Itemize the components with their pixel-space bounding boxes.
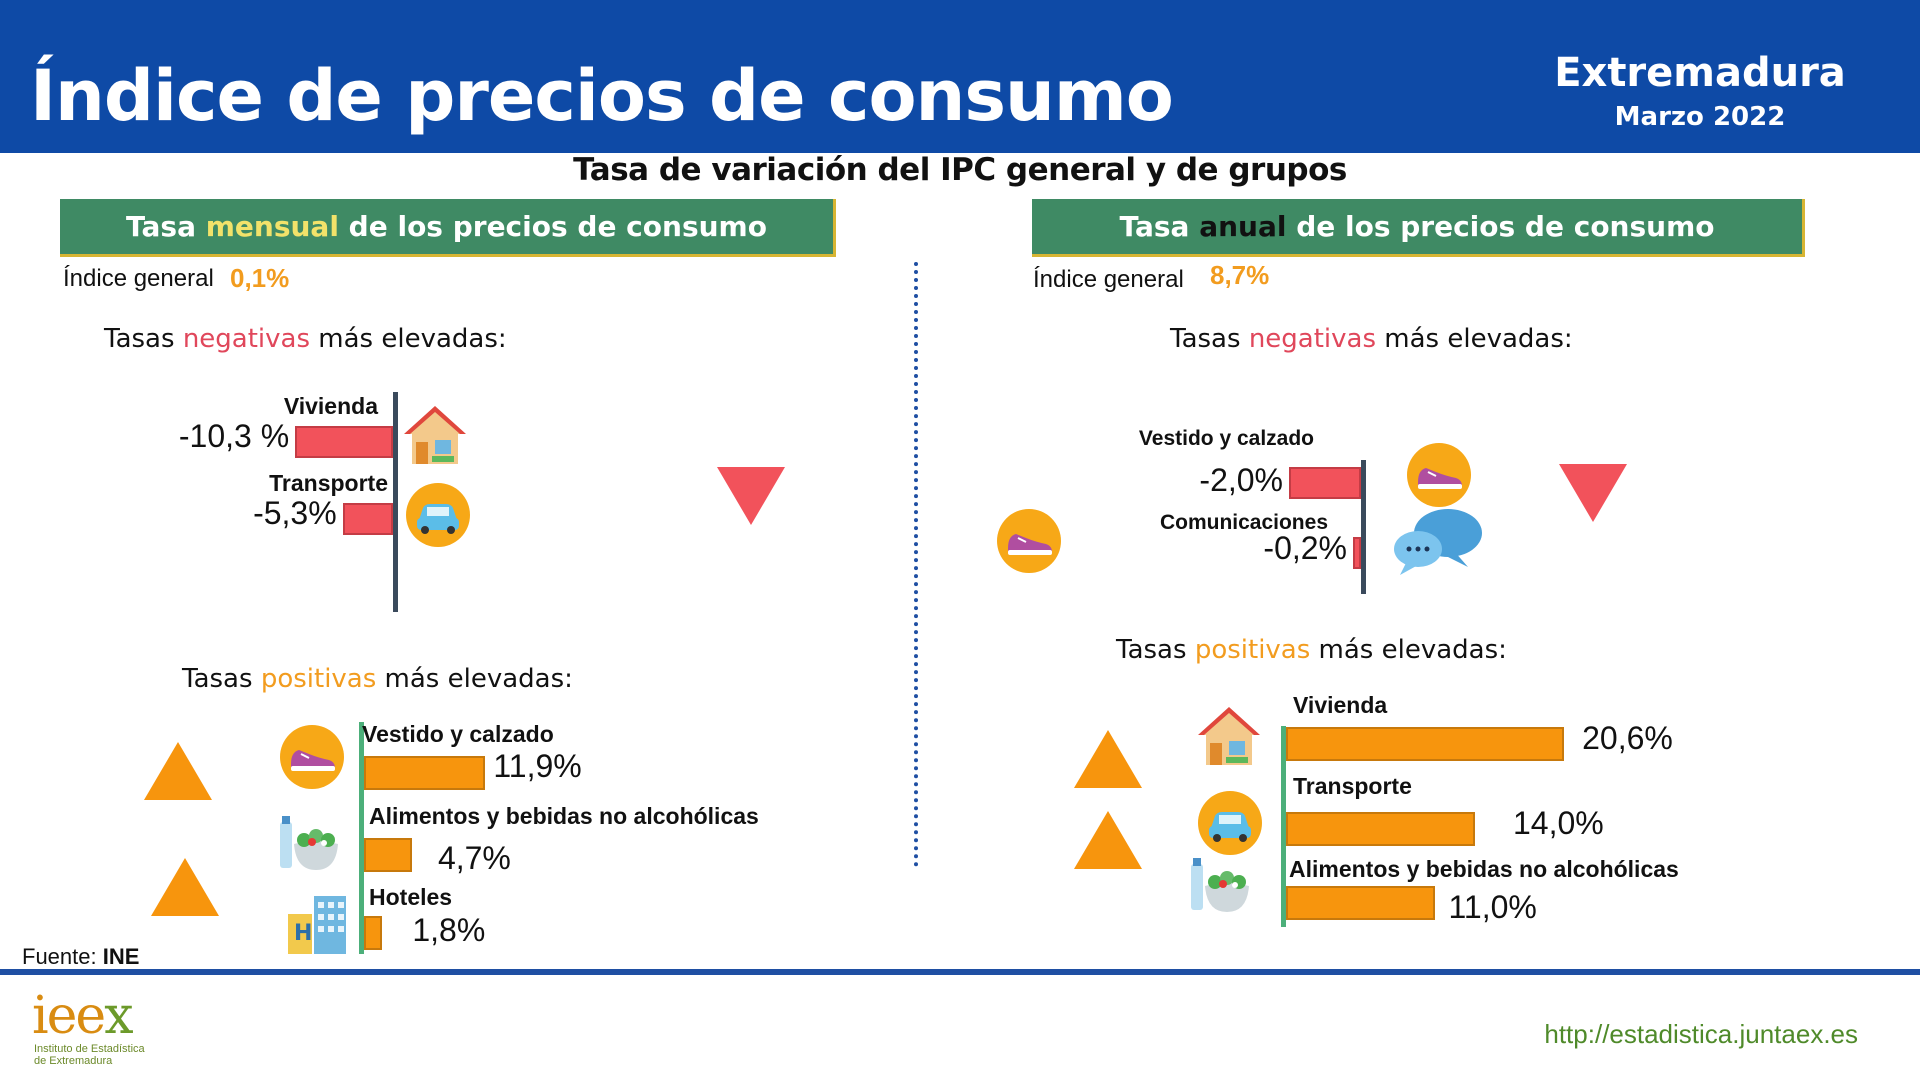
shoe-icon bbox=[279, 724, 345, 795]
annual-negative-title: Tasas negativas más elevadas: bbox=[1170, 324, 1573, 354]
monthly-negative-category-label: Vivienda bbox=[283, 393, 378, 419]
annual-neg-title-hl: negativas bbox=[1248, 324, 1377, 354]
period-label: Marzo 2022 bbox=[1614, 102, 1786, 132]
annual-negative-bar bbox=[1289, 467, 1361, 499]
region-label: Extremadura bbox=[1554, 50, 1846, 96]
shoe-icon bbox=[1406, 442, 1472, 513]
monthly-pos-title-hl: positivas bbox=[260, 664, 377, 694]
annual-positive-category-label: Alimentos y bebidas no alcohólicas bbox=[1289, 856, 1679, 882]
up-triangle-icon bbox=[144, 742, 212, 800]
monthly-banner-highlight: mensual bbox=[205, 210, 339, 243]
iee-logo-subtitle: Instituto de Estadística de Extremadura bbox=[34, 1043, 145, 1067]
annual-positive-title: Tasas positivas más elevadas: bbox=[1116, 635, 1507, 665]
monthly-positive-bar bbox=[364, 916, 383, 950]
annual-neg-title-pre: Tasas bbox=[1170, 324, 1249, 354]
monthly-positive-bar bbox=[364, 838, 412, 872]
monthly-pos-title-post: más elevadas: bbox=[376, 664, 573, 694]
chat-bubbles-icon bbox=[1392, 505, 1484, 582]
annual-negative-bar bbox=[1353, 537, 1361, 569]
annual-positive-axis bbox=[1281, 726, 1286, 927]
logo-main-b: x bbox=[104, 986, 133, 1046]
monthly-banner-pre: Tasa bbox=[126, 210, 206, 243]
hotel-icon: H bbox=[284, 890, 350, 961]
monthly-negative-value-label: -10,3 % bbox=[178, 418, 290, 454]
down-triangle-icon bbox=[1559, 464, 1627, 522]
annual-general-value: 8,7% bbox=[1210, 260, 1270, 290]
page-title: Índice de precios de consumo bbox=[30, 55, 1174, 137]
annual-positive-value-label: 14,0% bbox=[1513, 805, 1604, 841]
annual-positive-value-label: 11,0% bbox=[1448, 889, 1537, 925]
footer-divider bbox=[0, 969, 1920, 975]
iee-logo: ieex bbox=[32, 990, 134, 1042]
monthly-general-value: 0,1% bbox=[230, 263, 290, 293]
monthly-negative-bar bbox=[342, 503, 393, 535]
monthly-negative-value-label: -5,3% bbox=[253, 495, 337, 531]
house-icon bbox=[402, 402, 468, 473]
up-triangle-icon bbox=[1074, 730, 1142, 788]
annual-negative-axis bbox=[1361, 460, 1366, 594]
logo-sub-2: de Extremadura bbox=[34, 1055, 113, 1067]
house-icon bbox=[1196, 703, 1262, 774]
source-note: Fuente: INE bbox=[22, 944, 139, 970]
panel-divider bbox=[914, 262, 918, 867]
annual-banner-highlight: anual bbox=[1199, 210, 1287, 243]
monthly-neg-title-post: más elevadas: bbox=[310, 324, 507, 354]
monthly-positive-title: Tasas positivas más elevadas: bbox=[182, 664, 573, 694]
monthly-negative-axis bbox=[393, 392, 398, 612]
header-bar bbox=[0, 0, 1920, 153]
car-icon bbox=[405, 482, 471, 553]
monthly-positive-bar bbox=[364, 756, 486, 790]
monthly-negative-title: Tasas negativas más elevadas: bbox=[104, 324, 507, 354]
annual-banner-pre: Tasa bbox=[1119, 210, 1200, 243]
annual-positive-bar bbox=[1286, 812, 1475, 846]
up-triangle-icon bbox=[151, 858, 219, 916]
annual-banner-post: de los precios de consumo bbox=[1286, 210, 1715, 243]
annual-negative-category-label: Vestido y calzado bbox=[1138, 427, 1314, 450]
annual-negative-value-label: -0,2% bbox=[1263, 530, 1347, 566]
annual-pos-title-hl: positivas bbox=[1194, 635, 1311, 665]
down-triangle-icon bbox=[717, 467, 785, 525]
monthly-pos-title-pre: Tasas bbox=[182, 664, 261, 694]
up-triangle-icon bbox=[1074, 811, 1142, 869]
source-url-link[interactable]: http://estadistica.juntaex.es bbox=[1544, 1019, 1858, 1049]
monthly-positive-axis bbox=[359, 722, 364, 954]
annual-positive-category-label: Transporte bbox=[1293, 773, 1412, 799]
source-value: INE bbox=[102, 944, 140, 969]
shoe-icon bbox=[996, 508, 1062, 579]
logo-sub-1: Instituto de Estadística bbox=[34, 1043, 145, 1055]
annual-positive-value-label: 20,6% bbox=[1582, 720, 1673, 756]
annual-general-label: Índice general bbox=[1033, 266, 1184, 293]
monthly-banner: Tasa mensual de los precios de consumo bbox=[60, 199, 836, 257]
food-icon bbox=[1187, 850, 1253, 921]
monthly-general-label: Índice general bbox=[63, 265, 214, 292]
monthly-neg-title-hl: negativas bbox=[182, 324, 311, 354]
monthly-negative-category-label: Transporte bbox=[269, 470, 388, 496]
annual-positive-category-label: Vivienda bbox=[1293, 692, 1388, 718]
annual-pos-title-pre: Tasas bbox=[1116, 635, 1195, 665]
annual-neg-title-post: más elevadas: bbox=[1376, 324, 1573, 354]
svg-text:H: H bbox=[294, 921, 312, 946]
monthly-neg-title-pre: Tasas bbox=[104, 324, 183, 354]
annual-pos-title-post: más elevadas: bbox=[1310, 635, 1507, 665]
car-icon bbox=[1197, 790, 1263, 861]
monthly-negative-bar bbox=[295, 426, 393, 458]
monthly-positive-value-label: 11,9% bbox=[493, 748, 582, 784]
annual-negative-category-label: Comunicaciones bbox=[1159, 511, 1328, 534]
monthly-positive-category-label: Vestido y calzado bbox=[362, 721, 554, 747]
annual-positive-bar bbox=[1286, 727, 1565, 761]
monthly-positive-value-label: 4,7% bbox=[437, 840, 511, 876]
monthly-positive-category-label: Hoteles bbox=[369, 884, 453, 910]
food-icon bbox=[276, 808, 342, 879]
monthly-positive-category-label: Alimentos y bebidas no alcohólicas bbox=[369, 803, 759, 829]
source-label: Fuente: bbox=[22, 944, 103, 969]
chart-subtitle: Tasa de variación del IPC general y de g… bbox=[573, 152, 1347, 188]
monthly-banner-post: de los precios de consumo bbox=[338, 210, 767, 243]
annual-banner: Tasa anual de los precios de consumo bbox=[1032, 199, 1805, 257]
annual-negative-value-label: -2,0% bbox=[1199, 462, 1283, 498]
logo-main-a: iee bbox=[32, 986, 106, 1046]
annual-positive-bar bbox=[1286, 886, 1435, 920]
monthly-positive-value-label: 1,8% bbox=[412, 912, 486, 948]
